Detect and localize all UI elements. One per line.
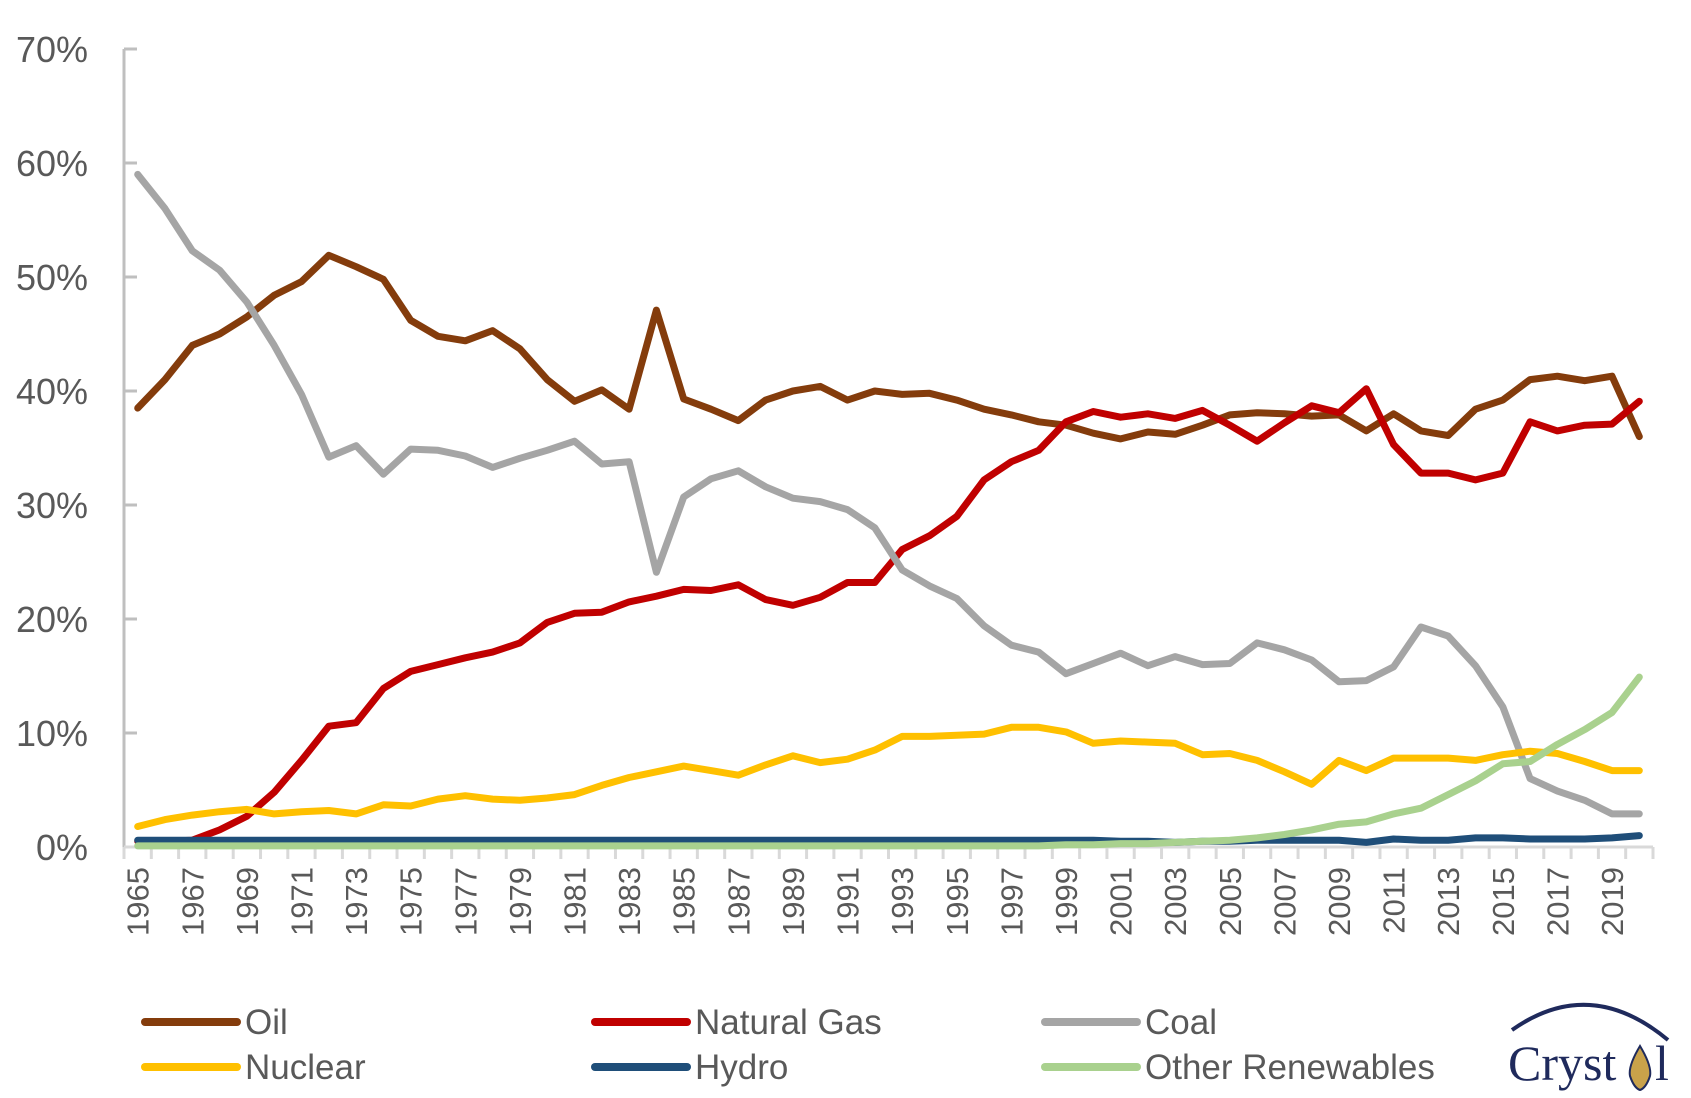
x-tick-label: 1971: [284, 867, 319, 936]
x-tick-label: 2017: [1540, 867, 1575, 936]
x-tick-label: 1989: [776, 867, 811, 936]
y-tick-label: 70%: [16, 29, 88, 70]
legend-item-hydro: Hydro: [591, 1048, 788, 1087]
x-tick-label: 2009: [1322, 867, 1357, 936]
x-tick-label: 2015: [1486, 867, 1521, 936]
x-tick-label: 2007: [1267, 867, 1302, 936]
x-tick-label: 1985: [667, 867, 702, 936]
legend: Oil Natural Gas Coal Nuclear Hydro Other Rene…: [141, 1003, 1435, 1087]
series-lines: [134, 170, 1643, 850]
x-tick-label: 1987: [721, 867, 756, 936]
legend-label: Hydro: [695, 1048, 788, 1087]
logo-arc-icon: [1510, 1002, 1670, 1042]
series-line-oil: [134, 251, 1643, 443]
x-tick-label: 2001: [1104, 867, 1139, 936]
legend-item-oil: Oil: [141, 1003, 288, 1042]
x-tick-label: 1991: [831, 867, 866, 936]
x-tick-label: 2013: [1431, 867, 1466, 936]
y-axis: 0% 10% 20% 30% 40% 50% 60% 70%: [16, 29, 137, 868]
logo-drop-icon: [1628, 1044, 1652, 1092]
y-tick-label: 40%: [16, 371, 88, 412]
x-axis: 1965 1967 1969 1971 1973 1975 1977 1979 1981 1983…: [121, 845, 1655, 936]
legend-label: Oil: [245, 1003, 288, 1042]
y-tick-label: 60%: [16, 143, 88, 184]
series-line-hydro: [134, 832, 1643, 846]
x-tick-label: 1999: [1049, 867, 1084, 936]
x-tick-label: 1983: [612, 867, 647, 936]
legend-label: Coal: [1145, 1003, 1217, 1042]
y-tick-label: 0%: [36, 827, 88, 868]
x-tick-label: 1973: [339, 867, 374, 936]
x-tick-label: 1981: [558, 867, 593, 936]
series-line-nuclear: [134, 723, 1643, 830]
logo-text-right: l: [1655, 1035, 1669, 1091]
legend-item-coal: Coal: [1041, 1003, 1217, 1042]
series-line-natural-gas: [134, 385, 1643, 845]
crystol-logo: Cryst l: [1508, 1002, 1670, 1092]
y-tick-label: 10%: [16, 713, 88, 754]
legend-label: Other Renewables: [1145, 1048, 1435, 1087]
x-tick-label: 1977: [448, 867, 483, 936]
x-tick-label: 1979: [503, 867, 538, 936]
x-tick-label: 1967: [175, 867, 210, 936]
legend-item-natural-gas: Natural Gas: [591, 1003, 882, 1042]
x-tick-label: 1997: [994, 867, 1029, 936]
y-tick-label: 20%: [16, 599, 88, 640]
legend-label: Nuclear: [245, 1048, 366, 1087]
x-tick-label: 1975: [394, 867, 429, 936]
legend-item-nuclear: Nuclear: [141, 1048, 366, 1087]
x-tick-label: 2003: [1158, 867, 1193, 936]
x-tick-label: 1995: [940, 867, 975, 936]
x-tick-label: 2011: [1377, 867, 1412, 934]
legend-label: Natural Gas: [695, 1003, 882, 1042]
logo-text-left: Cryst: [1508, 1035, 1616, 1091]
y-tick-label: 50%: [16, 257, 88, 298]
x-tick-label: 1993: [885, 867, 920, 936]
x-tick-label: 1969: [230, 867, 265, 936]
x-tick-label: 2019: [1595, 867, 1630, 936]
series-line-other-renewables: [134, 673, 1643, 850]
x-tick-label: 2005: [1213, 867, 1248, 936]
x-tick-label: 1965: [121, 867, 156, 936]
y-tick-label: 30%: [16, 485, 88, 526]
legend-item-other-renewables: Other Renewables: [1041, 1048, 1435, 1087]
series-line-coal: [134, 170, 1643, 818]
